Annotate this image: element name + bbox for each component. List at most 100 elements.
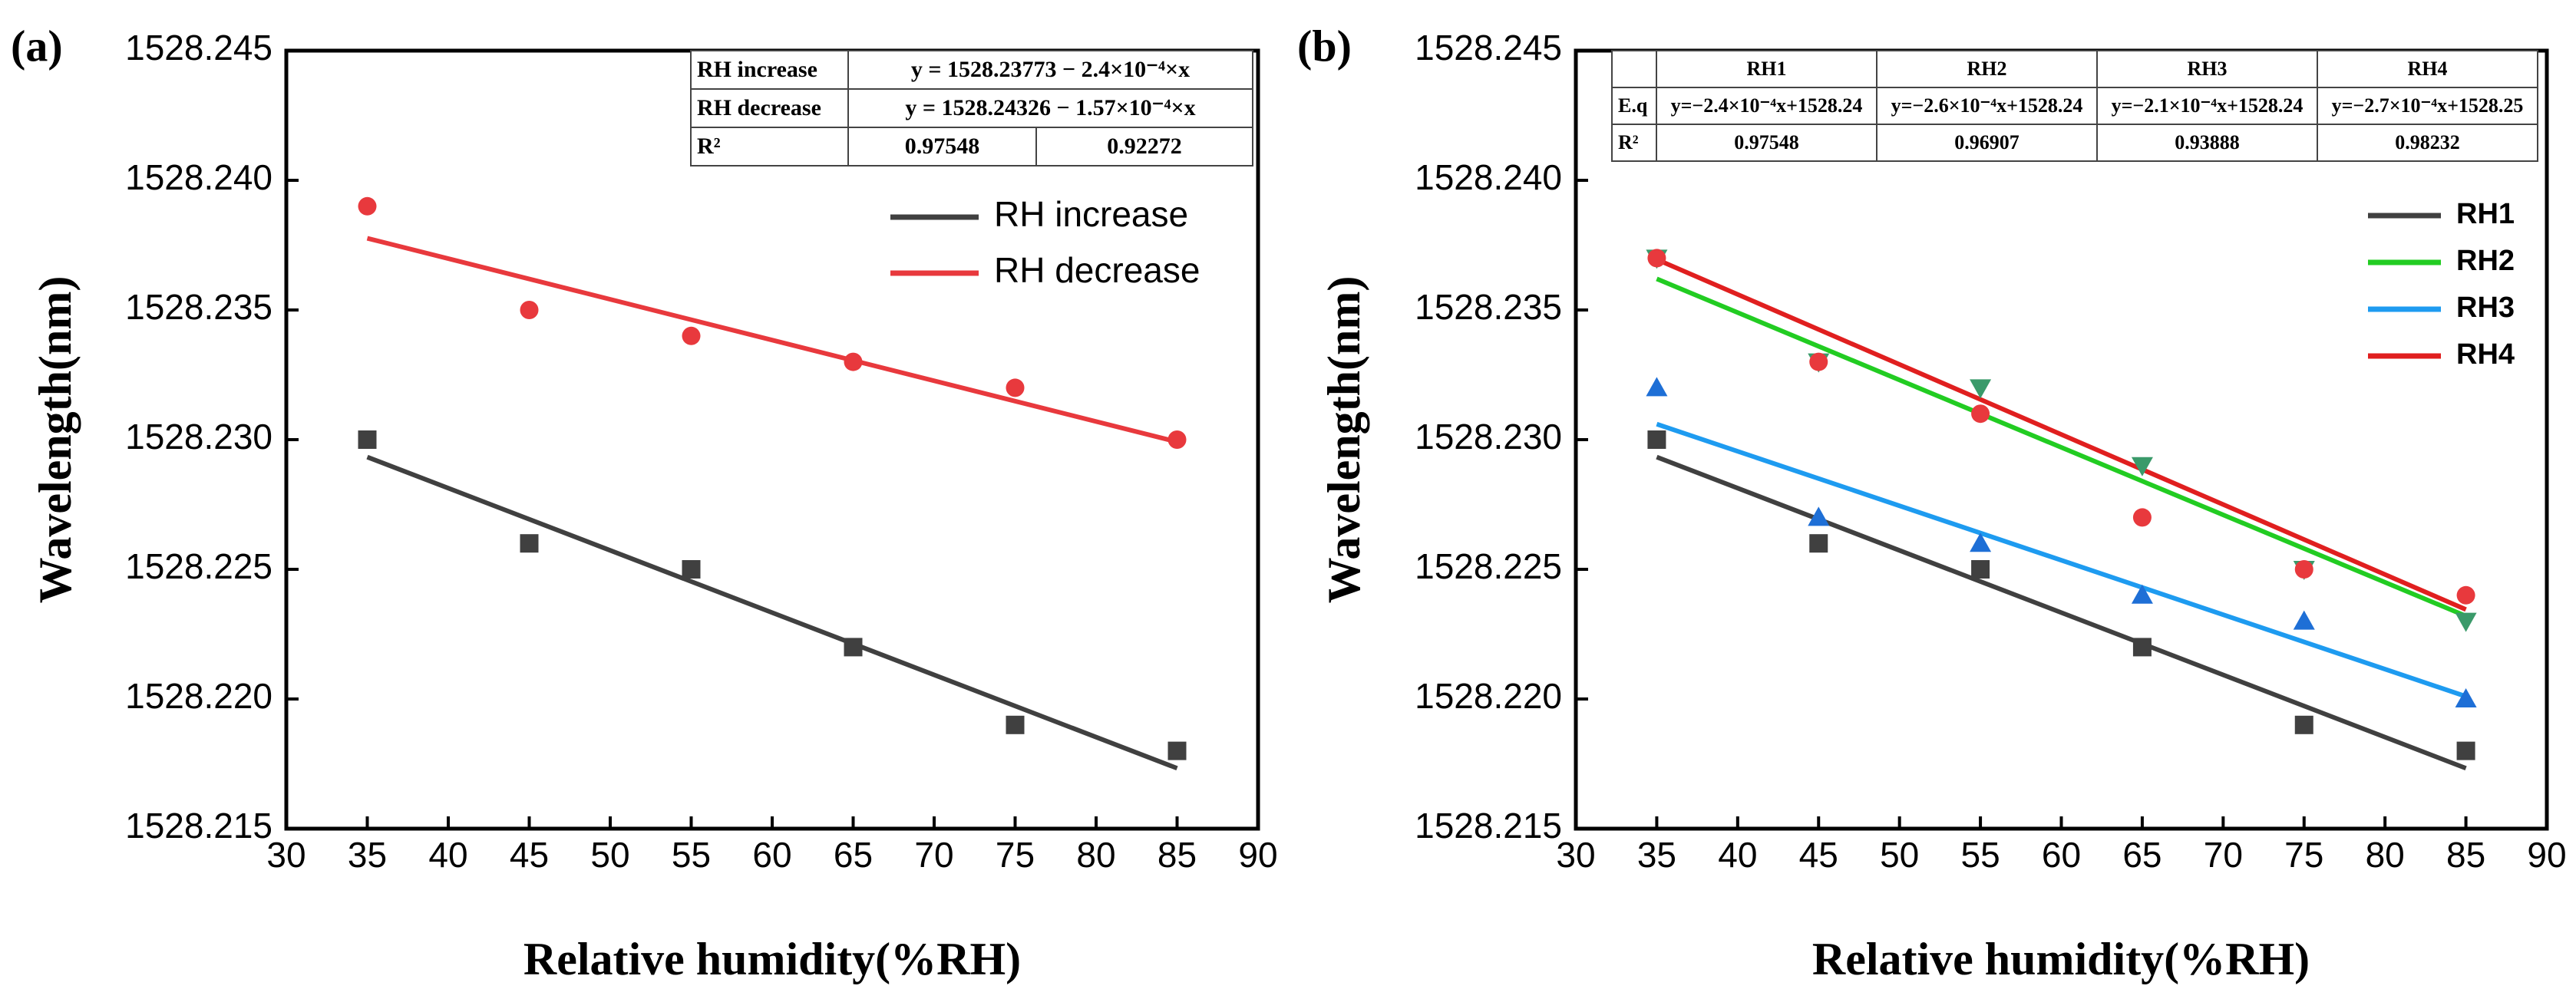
fit-line: [366, 236, 1178, 444]
y-tick-label: 1528.220: [1415, 676, 1562, 716]
data-point: [1006, 715, 1025, 734]
y-tick-label: 1528.245: [125, 28, 272, 68]
table-row-label: RH decrease: [697, 95, 821, 120]
y-tick-label: 1528.245: [1415, 28, 1562, 68]
series-rh-decrease: [366, 236, 1178, 444]
table-cell: 0.97548: [1734, 131, 1799, 153]
x-tick-label: 50: [1880, 835, 1919, 875]
data-point: [1647, 249, 1666, 268]
data-point: [2131, 584, 2153, 604]
x-tick-label: 80: [1076, 835, 1115, 875]
legend-label: RH2: [2456, 245, 2515, 277]
data-point: [682, 326, 701, 345]
y-tick-label: 1528.230: [1415, 417, 1562, 457]
y-tick-label: 1528.235: [125, 287, 272, 327]
legend-label: RH4: [2456, 338, 2515, 371]
fit-line: [1656, 276, 2467, 618]
ticks: 30 35 40 45 50 55 60 65 70 75 80 85 90 1528.215 1528.2…: [125, 28, 1277, 875]
table-cell: 0.97548: [905, 134, 980, 159]
markers-rh3: [1646, 377, 2477, 707]
x-tick-label: 75: [2284, 835, 2323, 875]
table-cell: y = 1528.24326 − 1.57×10⁻⁴×x: [905, 95, 1195, 120]
data-point: [520, 301, 539, 319]
x-axis-title: Relative humidity(%RH): [523, 934, 1021, 984]
x-tick-label: 60: [752, 835, 791, 875]
data-point: [2131, 457, 2153, 476]
legend: RH1 RH2 RH3 RH4: [2368, 198, 2515, 371]
y-tick-label: 1528.225: [125, 546, 272, 586]
table-cell: y=−2.7×10⁻⁴x+1528.25: [2332, 94, 2524, 117]
y-tick-label: 1528.215: [125, 806, 272, 846]
y-axis-title: Wavelength(nm): [1319, 276, 1369, 604]
x-tick-label: 75: [996, 835, 1035, 875]
data-point: [2455, 688, 2477, 707]
data-point: [844, 352, 863, 371]
equation-table: RH increase y = 1528.23773 − 2.4×10⁻⁴×x RH…: [690, 50, 1253, 166]
y-axis-title: Wavelength(nm): [30, 276, 81, 604]
table-row-label: E.q: [1618, 94, 1648, 117]
data-point: [1167, 430, 1187, 449]
legend-label: RH3: [2456, 292, 2515, 324]
table-cell: 0.98232: [2395, 131, 2460, 153]
y-tick-label: 1528.240: [1415, 157, 1562, 197]
x-tick-label: 60: [2042, 835, 2081, 875]
series-rh2: [1656, 276, 2467, 618]
x-tick-label: 45: [510, 835, 549, 875]
panel-label: (b): [1297, 21, 1352, 71]
chart-panel-b: (b) 30 35 40 45 50 55 60 65 70 75 80 85 90 1528.215 152…: [1297, 21, 2567, 984]
table-row-label: RH increase: [697, 57, 817, 82]
x-tick-label: 90: [1238, 835, 1277, 875]
series-rh-increase: [366, 454, 1178, 771]
x-tick-label: 65: [2122, 835, 2162, 875]
chart-panel-a: (a) 30 35 40 45 50 55 60 65 70 75 80 85 90 1528.215 152…: [11, 21, 1278, 984]
data-point: [1971, 560, 1990, 579]
data-point: [358, 196, 377, 216]
x-tick-label: 85: [1158, 835, 1197, 875]
legend-label: RH decrease: [994, 250, 1200, 290]
table-cell: y=−2.4×10⁻⁴x+1528.24: [1671, 94, 1863, 117]
table-cell: RH4: [2408, 58, 2448, 80]
legend-label: RH1: [2456, 198, 2515, 230]
x-tick-label: 70: [2204, 835, 2243, 875]
data-point: [2456, 585, 2475, 605]
data-point: [2132, 638, 2152, 657]
table-cell: y=−2.6×10⁻⁴x+1528.24: [1891, 94, 2083, 117]
data-point: [1971, 404, 1990, 424]
x-tick-label: 35: [1637, 835, 1676, 875]
y-tick-label: 1528.215: [1415, 806, 1562, 846]
plot-frame: [284, 48, 1260, 831]
table-row-label: R²: [1618, 131, 1639, 153]
equation-table: RH1 RH2 RH3 RH4 E.q y=−2.4×10⁻⁴x+1528.24 y=−2.…: [1611, 50, 2538, 162]
legend-label: RH increase: [994, 194, 1188, 234]
data-point: [1970, 379, 1992, 399]
fit-line: [1656, 454, 2467, 771]
table-cell: 0.93888: [2175, 131, 2240, 153]
legend: RH increase RH decrease: [890, 194, 1200, 290]
x-tick-label: 85: [2446, 835, 2485, 875]
data-point: [2294, 715, 2313, 734]
table-cell: RH2: [1967, 58, 2007, 80]
x-tick-label: 30: [266, 835, 305, 875]
data-point: [1647, 430, 1666, 449]
x-tick-label: 30: [1556, 835, 1595, 875]
table-cell: y=−2.1×10⁻⁴x+1528.24: [2112, 94, 2304, 117]
x-tick-label: 55: [672, 835, 711, 875]
data-point: [1970, 532, 1992, 552]
data-point: [2456, 741, 2475, 760]
y-tick-label: 1528.240: [125, 157, 272, 197]
data-point: [2132, 508, 2152, 527]
table-frame: [1611, 50, 2538, 162]
series-rh3: [1656, 421, 2467, 699]
data-point: [2455, 612, 2477, 632]
data-point: [1646, 377, 1668, 397]
markers-rh4: [1647, 249, 2475, 605]
plot-frame: [1574, 48, 2549, 831]
data-point: [844, 638, 863, 657]
markers-rh-increase: [358, 430, 1187, 760]
table-cell: 0.92272: [1107, 134, 1182, 159]
series-rh1: [1656, 454, 2467, 771]
panel-label: (a): [11, 21, 63, 71]
data-point: [1808, 506, 1830, 526]
markers-rh-decrease: [358, 196, 1187, 449]
